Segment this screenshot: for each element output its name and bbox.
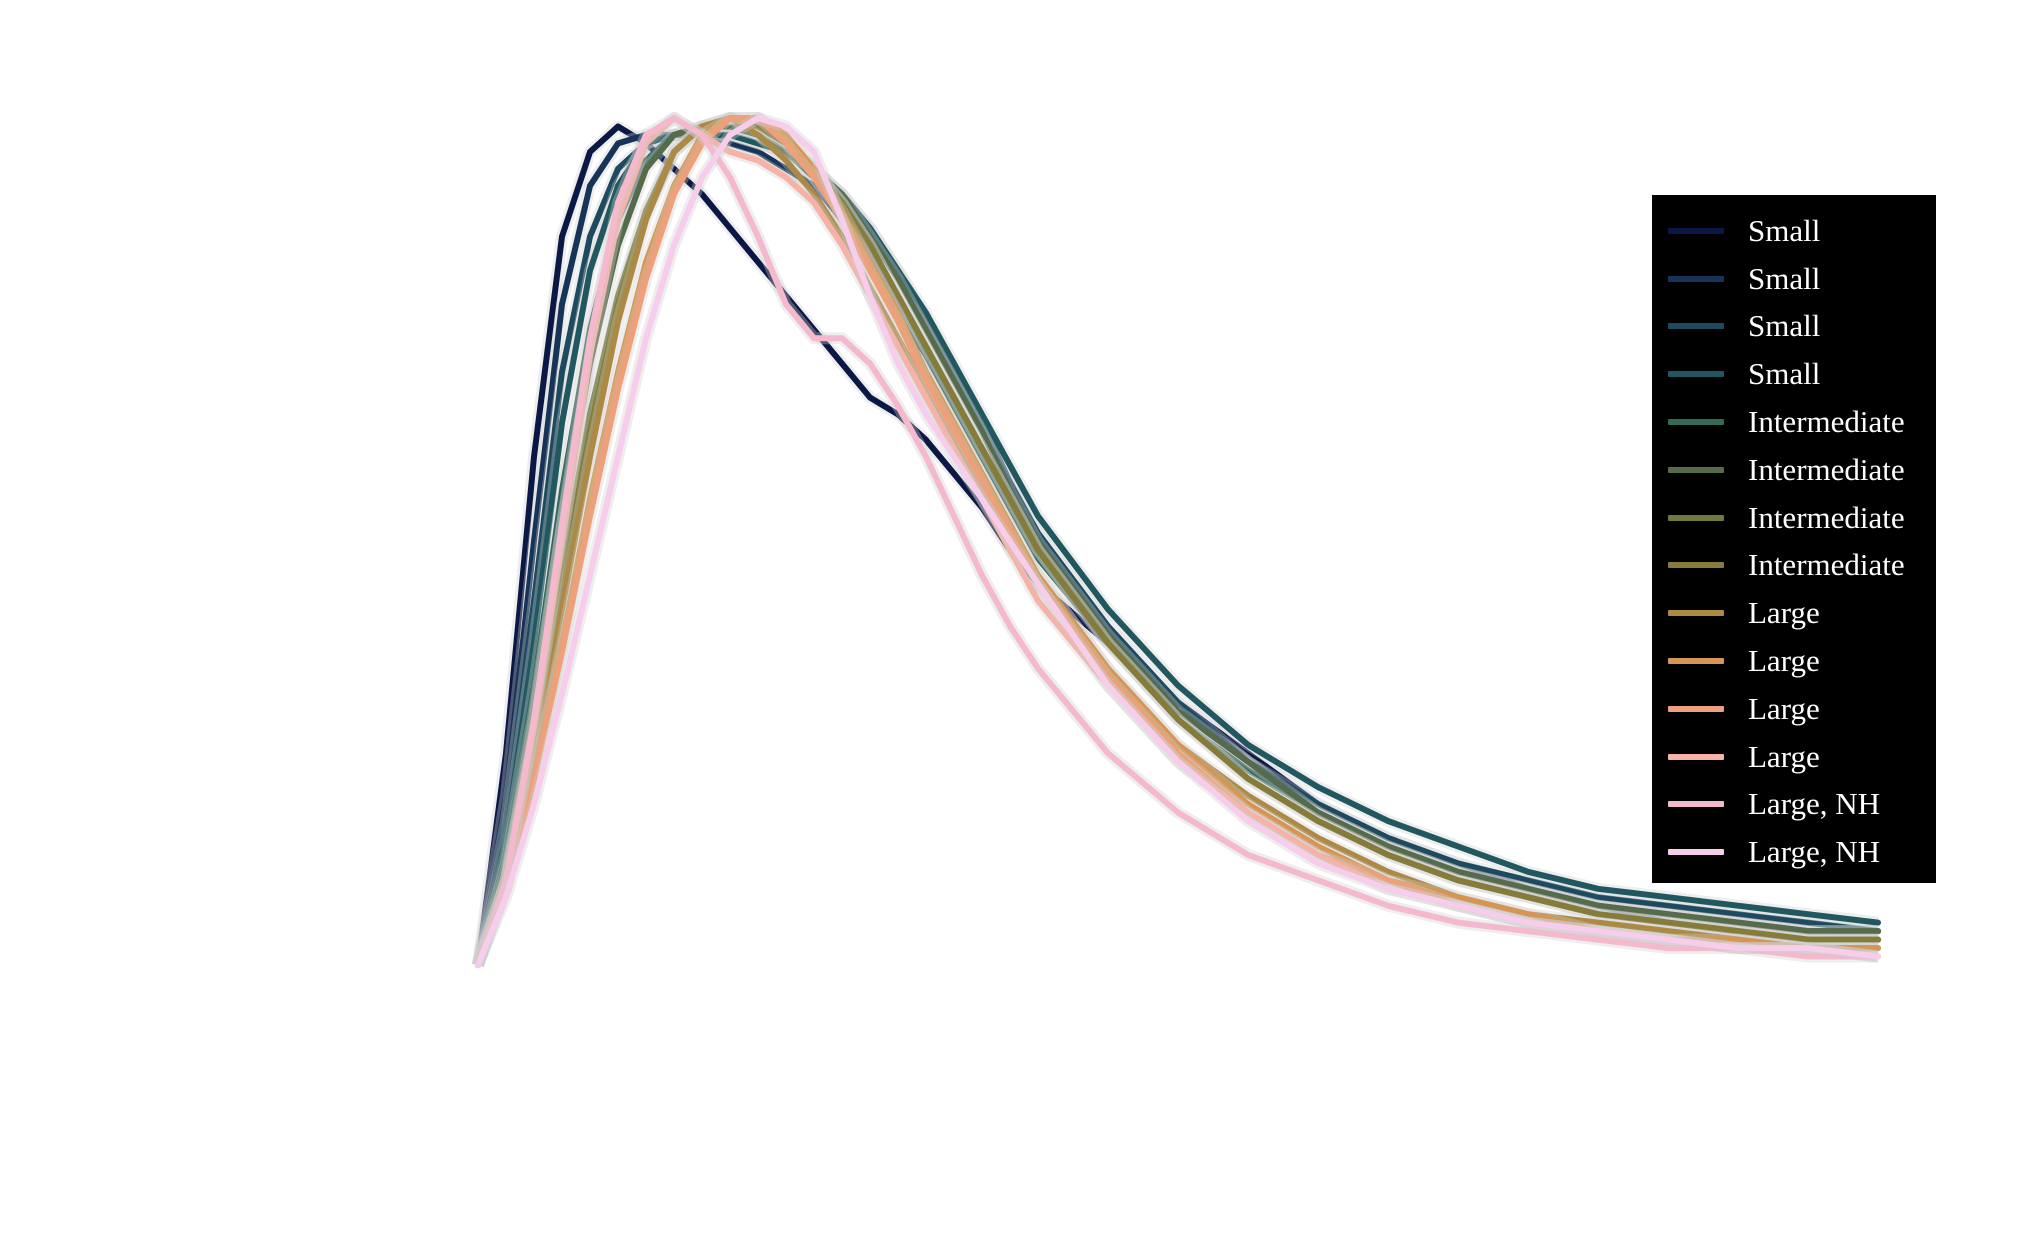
legend-item-5: Intermediate bbox=[1652, 398, 1936, 446]
legend-item-11: Large bbox=[1652, 685, 1936, 733]
legend-label-7: Intermediate bbox=[1748, 499, 1905, 535]
legend-item-1: Small bbox=[1652, 207, 1936, 255]
series-line-13 bbox=[475, 115, 1881, 968]
legend-label-14: Large, NH bbox=[1748, 834, 1880, 870]
legend-swatch-2 bbox=[1668, 275, 1724, 282]
legend-item-8: Intermediate bbox=[1652, 542, 1936, 590]
legend-item-2: Small bbox=[1652, 255, 1936, 303]
legend-item-9: Large bbox=[1652, 589, 1936, 637]
series-line-8 bbox=[475, 115, 1881, 968]
legend-item-14: Large, NH bbox=[1652, 828, 1936, 876]
legend-label-11: Large bbox=[1748, 690, 1820, 726]
legend-item-13: Large, NH bbox=[1652, 781, 1936, 829]
series-line-10 bbox=[475, 115, 1881, 968]
series-line-3 bbox=[475, 131, 1881, 968]
legend-label-6: Intermediate bbox=[1748, 451, 1905, 487]
legend-label-13: Large, NH bbox=[1748, 786, 1880, 822]
legend-label-12: Large bbox=[1748, 738, 1820, 774]
legend-label-5: Intermediate bbox=[1748, 404, 1905, 440]
legend-label-9: Large bbox=[1748, 595, 1820, 631]
legend-swatch-4 bbox=[1668, 371, 1724, 378]
series-line-6 bbox=[475, 123, 1881, 968]
legend-swatch-14 bbox=[1668, 849, 1724, 856]
legend-label-4: Small bbox=[1748, 356, 1821, 392]
legend-item-6: Intermediate bbox=[1652, 446, 1936, 494]
legend-swatch-1 bbox=[1668, 227, 1724, 234]
legend-swatch-5 bbox=[1668, 419, 1724, 426]
legend-label-3: Small bbox=[1748, 308, 1821, 344]
legend-label-2: Small bbox=[1748, 260, 1821, 296]
legend-swatch-3 bbox=[1668, 323, 1724, 330]
legend-item-10: Large bbox=[1652, 637, 1936, 685]
legend: Small Small Small Small Intermediate Intermed… bbox=[1652, 195, 1936, 883]
legend-item-12: Large bbox=[1652, 733, 1936, 781]
legend-swatch-6 bbox=[1668, 466, 1724, 473]
legend-label-8: Intermediate bbox=[1748, 547, 1905, 583]
legend-item-4: Small bbox=[1652, 350, 1936, 398]
legend-swatch-13 bbox=[1668, 801, 1724, 808]
legend-swatch-10 bbox=[1668, 658, 1724, 665]
legend-item-3: Small bbox=[1652, 303, 1936, 351]
legend-swatch-8 bbox=[1668, 562, 1724, 569]
series-line-4 bbox=[475, 131, 1881, 968]
series-line-14 bbox=[475, 115, 1881, 968]
legend-swatch-11 bbox=[1668, 705, 1724, 712]
legend-item-7: Intermediate bbox=[1652, 494, 1936, 542]
legend-swatch-12 bbox=[1668, 753, 1724, 760]
legend-swatch-9 bbox=[1668, 610, 1724, 617]
series-layer bbox=[472, 112, 1881, 968]
legend-swatch-7 bbox=[1668, 514, 1724, 521]
legend-label-10: Large bbox=[1748, 643, 1820, 679]
legend-label-1: Small bbox=[1748, 212, 1821, 248]
